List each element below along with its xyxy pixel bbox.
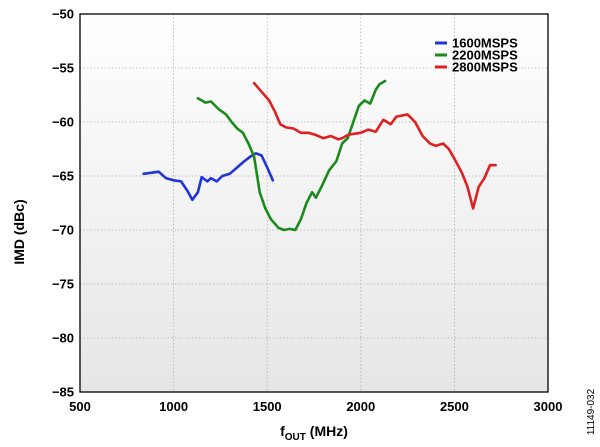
grid-lines [80,14,548,392]
legend-label-2800msps: 2800MSPS [452,60,518,75]
x-tick-label: 500 [69,399,91,414]
plot-border [79,13,549,393]
x-axis-label: fOUT (MHz) [280,423,348,443]
legend-label-1600msps: 1600MSPS [452,36,518,51]
legend-label-2200msps: 2200MSPS [452,48,518,63]
x-axis-label-subscript: OUT [285,432,306,443]
x-tick-label: 2000 [346,399,375,414]
y-tick-label: −70 [52,223,74,238]
y-tick-label: −85 [52,385,74,400]
y-tick-label: −55 [52,61,74,76]
x-axis-label-main: f [280,423,285,439]
tick-labels: 500 1000 1500 2000 2500 3000 −50 −55 −60 −65 −70 −7… [52,7,563,415]
y-tick-label: −50 [52,7,74,22]
figure-id: 11149-032 [586,388,597,435]
y-tick-label: −80 [52,331,74,346]
x-tick-label: 1000 [159,399,188,414]
plot-area [80,14,548,392]
x-tick-label: 1500 [253,399,282,414]
y-tick-label: −75 [52,277,74,292]
x-tick-label: 2500 [440,399,469,414]
y-tick-label: −65 [52,169,74,184]
y-tick-label: −60 [52,115,74,130]
series-line-2200msps [196,79,387,232]
x-axis-label-unit: (MHz) [306,423,348,439]
y-axis-label: IMD (dBc) [11,199,27,264]
series-lines [142,79,497,232]
series-line-2800msps [252,81,497,210]
x-tick-label: 3000 [534,399,563,414]
